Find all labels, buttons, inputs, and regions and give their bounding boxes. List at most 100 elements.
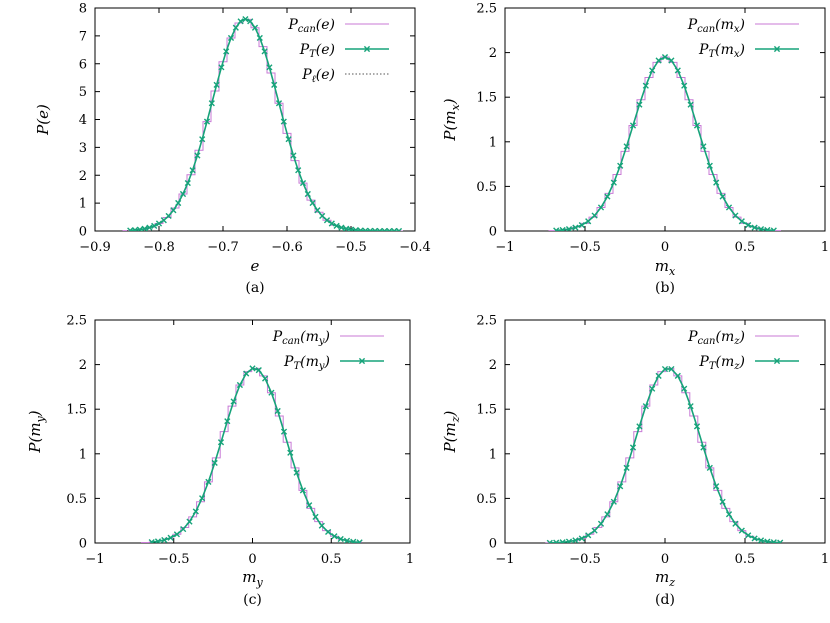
data-point [255, 367, 262, 374]
data-point [719, 193, 726, 200]
data-point [706, 162, 713, 169]
series-can [140, 367, 362, 543]
data-point [161, 536, 168, 543]
data-point [668, 365, 675, 373]
data-point [674, 67, 681, 74]
data-point [661, 53, 669, 61]
data-point [180, 525, 187, 533]
legend-marker-T [773, 45, 781, 53]
data-point [141, 225, 148, 231]
x-tick-label: 0 [661, 552, 669, 567]
data-point [751, 535, 758, 542]
y-tick-label: 2 [79, 358, 87, 373]
data-point [636, 101, 643, 108]
data-point [623, 143, 630, 150]
y-axis-label: P(e) [34, 104, 52, 136]
data-point [218, 64, 225, 71]
data-point [170, 207, 177, 214]
data-point [700, 444, 707, 451]
data-point [275, 100, 283, 107]
y-axis-label: P(mx) [441, 98, 462, 141]
data-point [674, 372, 681, 379]
data-point [194, 152, 201, 159]
data-point [274, 407, 281, 415]
data-point [578, 221, 585, 229]
panel-caption: (c) [243, 592, 262, 608]
x-tick-label: 0 [661, 240, 669, 255]
data-point [318, 522, 325, 529]
data-point [236, 381, 243, 389]
data-point [745, 532, 752, 539]
y-tick-label: 1 [489, 135, 497, 150]
legend-marker-T [358, 357, 366, 365]
x-tick-label: −0.5 [335, 240, 367, 255]
data-point [546, 539, 553, 543]
y-axis-label: P(my) [26, 410, 47, 453]
data-point [205, 478, 212, 485]
y-tick-label: 1.5 [476, 403, 497, 418]
data-point [376, 227, 383, 231]
chart-panel-2: −1 −0.5 0 0.5 1 0 0.5 1 1.5 2 2.5 mx P(mx) (b) Pcan(mx… [441, 2, 829, 297]
data-point [572, 537, 579, 543]
histogram-step-line [122, 18, 403, 231]
data-line [151, 367, 360, 543]
y-tick-label: 0.5 [66, 492, 87, 507]
x-axis-label: mz [655, 568, 675, 589]
data-point [559, 226, 566, 231]
data-point [261, 48, 268, 55]
data-point [764, 226, 771, 231]
data-point [309, 199, 316, 207]
y-tick-label: 5 [79, 85, 87, 100]
data-point [251, 24, 259, 31]
data-point [155, 220, 163, 227]
data-point [290, 152, 297, 159]
y-tick-label: 7 [79, 29, 87, 44]
data-point [642, 82, 649, 89]
data-point [154, 538, 162, 543]
x-tick-label: 0.5 [321, 552, 342, 567]
y-tick-label: 2 [489, 358, 497, 373]
data-point [266, 64, 273, 71]
data-point [655, 372, 662, 379]
data-point [591, 212, 598, 219]
y-tick-label: 2.5 [476, 314, 497, 329]
data-line [549, 368, 781, 543]
data-point [199, 136, 206, 143]
data-point [224, 418, 231, 425]
data-point [165, 212, 172, 220]
data-point [585, 218, 592, 225]
data-point [350, 538, 357, 543]
data-point [312, 513, 319, 520]
x-tick-label: −1 [495, 552, 514, 567]
series-T [127, 16, 403, 231]
y-tick-label: 4 [79, 113, 87, 128]
data-point [649, 67, 656, 74]
data-point [687, 403, 694, 410]
plot-frame [94, 319, 411, 544]
data-point [553, 227, 560, 231]
data-point [629, 444, 637, 451]
data-point [362, 227, 369, 231]
data-point [693, 122, 701, 129]
data-point [725, 204, 733, 211]
data-point [642, 403, 649, 410]
data-point [553, 539, 560, 543]
series-can [545, 367, 778, 543]
series-can [122, 18, 403, 231]
y-tick-label: 6 [79, 57, 87, 72]
data-point [213, 81, 220, 88]
data-point [319, 212, 326, 220]
data-point [136, 226, 143, 231]
data-point [356, 539, 363, 543]
data-point [299, 179, 307, 187]
data-point [268, 389, 275, 396]
data-point [173, 531, 180, 538]
data-point [314, 207, 321, 214]
data-point [610, 179, 617, 186]
data-point [232, 24, 239, 31]
data-point [337, 535, 344, 543]
data-point [591, 527, 598, 534]
y-axis-label: P(mz) [441, 410, 462, 453]
series-T [546, 365, 784, 543]
